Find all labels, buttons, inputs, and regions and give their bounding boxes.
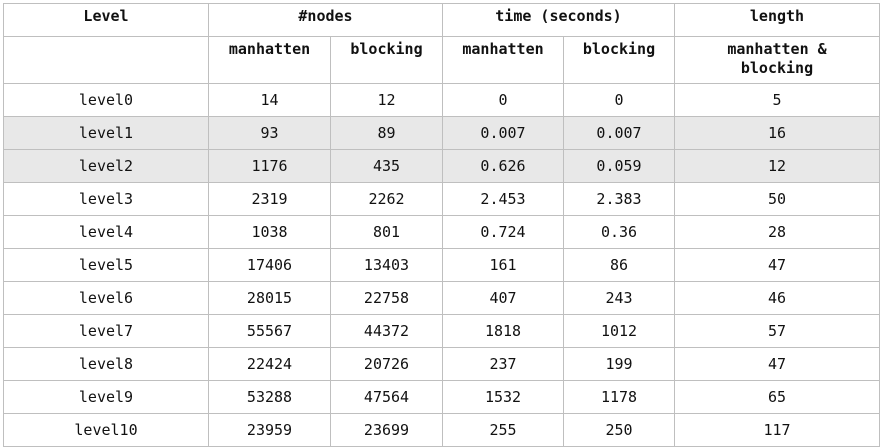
header-nodes: #nodes <box>208 3 443 37</box>
table-row: level4 1038 801 0.724 0.36 28 <box>3 215 880 249</box>
cell-length: 47 <box>674 347 880 381</box>
cell-nodes-manhatten: 28015 <box>208 281 331 315</box>
cell-nodes-manhatten: 55567 <box>208 314 331 348</box>
table-row: level1 93 89 0.007 0.007 16 <box>3 116 880 150</box>
cell-level: level6 <box>3 281 209 315</box>
cell-time-manhatten: 237 <box>442 347 564 381</box>
cell-nodes-blocking: 22758 <box>330 281 443 315</box>
cell-length: 28 <box>674 215 880 249</box>
cell-time-manhatten: 0.724 <box>442 215 564 249</box>
cell-nodes-manhatten: 1176 <box>208 149 331 183</box>
cell-time-blocking: 86 <box>563 248 675 282</box>
header-row-sub: manhatten blocking manhatten blocking ma… <box>3 36 880 84</box>
cell-nodes-blocking: 2262 <box>330 182 443 216</box>
cell-length: 47 <box>674 248 880 282</box>
cell-time-blocking: 0 <box>563 83 675 117</box>
cell-level: level2 <box>3 149 209 183</box>
cell-length: 12 <box>674 149 880 183</box>
cell-nodes-blocking: 20726 <box>330 347 443 381</box>
table-row: level9 53288 47564 1532 1178 65 <box>3 380 880 414</box>
table-row: level0 14 12 0 0 5 <box>3 83 880 117</box>
header-time: time (seconds) <box>442 3 675 37</box>
header-row-main: Level #nodes time (seconds) length <box>3 3 880 37</box>
cell-nodes-manhatten: 93 <box>208 116 331 150</box>
cell-nodes-manhatten: 17406 <box>208 248 331 282</box>
cell-level: level9 <box>3 380 209 414</box>
cell-nodes-blocking: 12 <box>330 83 443 117</box>
cell-time-blocking: 199 <box>563 347 675 381</box>
table-row: level3 2319 2262 2.453 2.383 50 <box>3 182 880 216</box>
header-length-sub-line2: blocking <box>740 59 814 77</box>
cell-time-manhatten: 1818 <box>442 314 564 348</box>
cell-length: 65 <box>674 380 880 414</box>
cell-level: level4 <box>3 215 209 249</box>
cell-time-blocking: 2.383 <box>563 182 675 216</box>
cell-level: level7 <box>3 314 209 348</box>
table-row: level10 23959 23699 255 250 117 <box>3 413 880 447</box>
cell-length: 5 <box>674 83 880 117</box>
cell-length: 50 <box>674 182 880 216</box>
table-row: level7 55567 44372 1818 1012 57 <box>3 314 880 348</box>
cell-level: level5 <box>3 248 209 282</box>
cell-nodes-manhatten: 2319 <box>208 182 331 216</box>
cell-time-manhatten: 0.626 <box>442 149 564 183</box>
header-time-blocking: blocking <box>563 36 675 84</box>
cell-time-blocking: 0.007 <box>563 116 675 150</box>
cell-nodes-manhatten: 1038 <box>208 215 331 249</box>
cell-time-manhatten: 1532 <box>442 380 564 414</box>
cell-length: 46 <box>674 281 880 315</box>
cell-nodes-blocking: 435 <box>330 149 443 183</box>
cell-time-manhatten: 407 <box>442 281 564 315</box>
cell-length: 117 <box>674 413 880 447</box>
cell-nodes-blocking: 801 <box>330 215 443 249</box>
cell-time-manhatten: 0 <box>442 83 564 117</box>
cell-time-blocking: 0.36 <box>563 215 675 249</box>
cell-level: level3 <box>3 182 209 216</box>
table-body: level0 14 12 0 0 5 level1 93 89 0.007 0.007 16 level… <box>3 83 880 447</box>
header-level: Level <box>3 3 209 37</box>
cell-nodes-manhatten: 14 <box>208 83 331 117</box>
cell-nodes-manhatten: 23959 <box>208 413 331 447</box>
cell-time-manhatten: 255 <box>442 413 564 447</box>
header-length-sub: manhatten & blocking <box>674 36 880 84</box>
table-row: level2 1176 435 0.626 0.059 12 <box>3 149 880 183</box>
cell-length: 16 <box>674 116 880 150</box>
cell-level: level10 <box>3 413 209 447</box>
table-row: level5 17406 13403 161 86 47 <box>3 248 880 282</box>
cell-nodes-manhatten: 53288 <box>208 380 331 414</box>
cell-level: level0 <box>3 83 209 117</box>
cell-nodes-blocking: 44372 <box>330 314 443 348</box>
header-length: length <box>674 3 880 37</box>
header-level-sub-empty <box>3 36 209 84</box>
cell-time-manhatten: 161 <box>442 248 564 282</box>
header-nodes-blocking: blocking <box>330 36 443 84</box>
cell-nodes-blocking: 89 <box>330 116 443 150</box>
cell-level: level8 <box>3 347 209 381</box>
cell-time-blocking: 1178 <box>563 380 675 414</box>
header-time-manhatten: manhatten <box>442 36 564 84</box>
cell-time-manhatten: 2.453 <box>442 182 564 216</box>
cell-level: level1 <box>3 116 209 150</box>
header-length-sub-line1: manhatten & <box>727 40 827 58</box>
cell-nodes-blocking: 47564 <box>330 380 443 414</box>
cell-time-blocking: 1012 <box>563 314 675 348</box>
cell-length: 57 <box>674 314 880 348</box>
cell-time-manhatten: 0.007 <box>442 116 564 150</box>
cell-time-blocking: 0.059 <box>563 149 675 183</box>
cell-nodes-blocking: 13403 <box>330 248 443 282</box>
cell-nodes-manhatten: 22424 <box>208 347 331 381</box>
table-row: level6 28015 22758 407 243 46 <box>3 281 880 315</box>
cell-time-blocking: 243 <box>563 281 675 315</box>
table-row: level8 22424 20726 237 199 47 <box>3 347 880 381</box>
header-nodes-manhatten: manhatten <box>208 36 331 84</box>
results-table: Level #nodes time (seconds) length manha… <box>3 3 880 447</box>
